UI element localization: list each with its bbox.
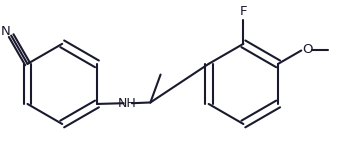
Text: F: F	[240, 5, 247, 18]
Text: N: N	[0, 25, 10, 38]
Text: NH: NH	[118, 97, 137, 110]
Text: O: O	[303, 43, 313, 56]
